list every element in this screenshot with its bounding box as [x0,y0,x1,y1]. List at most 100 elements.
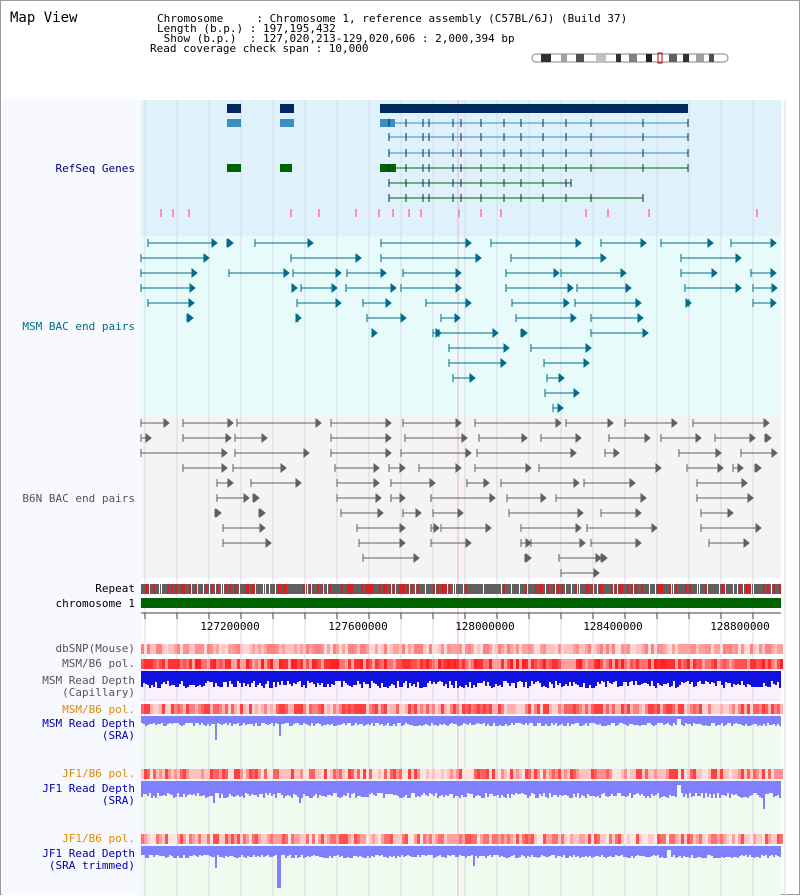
capillary-depth-bar [351,671,353,687]
jf1-sra-depth-bar [491,781,493,794]
jf1-sra-depth-bar [289,781,291,796]
jf1-pol-trim-cell [144,834,147,844]
capillary-depth-bar [147,671,149,685]
jf1-trim-depth-bar [287,846,289,856]
repeat-mark [601,584,603,594]
jf1-trim-depth-bar [485,846,487,858]
jf1-pol-cell [510,769,513,779]
b6n-bac-arrow [315,417,322,429]
jf1-trim-depth-bar [633,846,635,858]
msm-sra-depth-bar [209,716,211,726]
capillary-depth-bar [419,671,421,688]
jf1-trim-depth-bar [643,846,645,856]
msm-sra-depth-bar [467,716,469,725]
msm-depth-capillary-label-1[interactable]: MSM Read Depth [42,674,135,687]
msm-b6-pol-sra-label[interactable]: MSM/B6 pol. [62,703,135,716]
jf1-pol-trim-cell [762,834,765,844]
jf1-trim-depth-bar [429,846,431,855]
jf1-pol-cell [537,769,540,779]
pol-sra-cell [312,704,315,714]
msm-depth-sra-label-1[interactable]: MSM Read Depth [42,717,135,730]
repeat-mark [393,584,395,594]
msm-sra-depth-bar [453,716,455,724]
pol-cell [480,659,483,669]
capillary-depth-bar [311,671,313,682]
jf1-trim-depth-bar [507,846,509,858]
msm-bac-label[interactable]: MSM BAC end pairs [22,320,135,333]
pol-sra-cell [291,704,294,714]
repeat-gap [597,584,598,594]
jf1-pol-cell [174,769,177,779]
dbsnp-cell [417,644,420,654]
jf1-pol-trim-cell [630,834,633,844]
b6n-bac-arrow [635,537,642,549]
pol-cell [681,659,684,669]
msm-sra-depth-bar [205,716,207,726]
jf1-sra-depth-bar [233,781,235,797]
jf1-sra-depth-bar [427,781,429,796]
jf1-sra-depth-bar [379,781,381,793]
capillary-depth-bar [615,671,617,681]
dbsnp-cell [276,644,279,654]
jf1-pol-cell [531,769,534,779]
dbsnp-cell [573,644,576,654]
jf1-pol-cell [666,769,669,779]
capillary-depth-bar [659,671,661,685]
pol-cell [543,659,546,669]
b6n-bac-label[interactable]: B6N BAC end pairs [22,492,135,505]
msm-sra-depth-bar [393,716,395,724]
jf1-pol-cell [471,769,474,779]
capillary-depth-bar [395,671,397,688]
jf1-trim-depth-bar [433,846,435,858]
repeat-gap [395,584,396,594]
repeat-label[interactable]: Repeat [95,582,135,595]
pol-cell [420,659,423,669]
capillary-depth-bar [525,671,527,682]
axis-tick-label: 128000000 [455,620,515,633]
jf1-b6-pol-trim-label[interactable]: JF1/B6 pol. [62,832,135,845]
pol-sra-cell [702,704,705,714]
pol-cell [243,659,246,669]
capillary-depth-bar [153,671,155,687]
jf1-trim-depth-bar [653,846,655,855]
pol-sra-cell [435,704,438,714]
jf1-trim-depth-bar [333,846,335,856]
axis-tick-label: 127600000 [328,620,388,633]
jf1-b6-pol-sra-label[interactable]: JF1/B6 pol. [62,767,135,780]
msm-sra-depth-bar [533,716,535,726]
dbsnp-cell [762,644,765,654]
jf1-depth-sra-label-1[interactable]: JF1 Read Depth [42,782,135,795]
jf1-depth-trim-label-1[interactable]: JF1 Read Depth [42,847,135,860]
jf1-trim-depth-bar [145,846,147,858]
pol-cell [228,659,231,669]
chromosome-ideogram[interactable] [531,52,729,64]
jf1-sra-depth-bar [403,781,405,797]
repeat-gap [671,584,672,594]
msm-sra-depth-bar [737,716,739,724]
pol-cell [315,659,318,669]
msm-sra-depth-bar [157,716,159,724]
capillary-depth-bar [409,671,411,683]
dbsnp-cell [705,644,708,654]
jf1-pol-cell [615,769,618,779]
dbsnp-cell [642,644,645,654]
jf1-pol-cell [720,769,723,779]
jf1-sra-depth-bar [225,781,227,798]
capillary-depth-bar [377,671,379,686]
dbsnp-label[interactable]: dbSNP(Mouse) [55,642,135,655]
jf1-pol-trim-cell [648,834,651,844]
msm-b6-pol-label[interactable]: MSM/B6 pol. [62,657,135,670]
capillary-depth-bar [223,671,225,682]
msm-sra-depth-bar [593,716,595,723]
refseq-genes-label[interactable]: RefSeq Genes [55,162,135,175]
msm-sra-depth-bar [361,716,363,724]
pol-sra-cell [153,704,156,714]
jf1-trim-depth-bar [271,846,273,857]
b6n-bac-arrow [593,567,600,579]
jf1-pol-cell [546,769,549,779]
jf1-trim-depth-bar [203,846,205,855]
msm-sra-depth-bar [723,716,725,726]
chromosome-label[interactable]: chromosome 1 [55,597,135,610]
jf1-pol-trim-cell [210,834,213,844]
